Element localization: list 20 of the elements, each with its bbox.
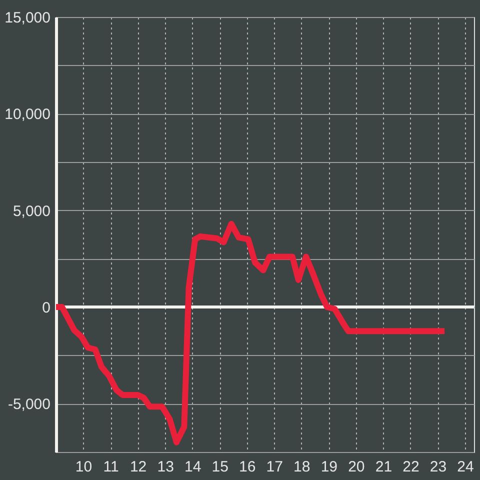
x-tick-label: 13	[157, 458, 174, 476]
x-tick-label: 14	[184, 458, 202, 476]
y-tick-label: 15,000	[4, 10, 50, 26]
x-tick-label: 17	[266, 458, 283, 476]
y-tick-label: 5,000	[12, 202, 50, 220]
x-tick-label: 12	[130, 458, 147, 476]
x-tick-label: 21	[375, 458, 392, 476]
y-tick-label: -5,000	[8, 396, 50, 414]
x-tick-label: 15	[212, 458, 228, 476]
x-tick-label: 18	[294, 458, 310, 476]
x-tick-label: 23	[430, 458, 447, 476]
x-tick-label: 22	[402, 458, 420, 476]
y-tick-label: 10,000	[4, 106, 50, 124]
x-tick-label: 20	[348, 458, 365, 476]
x-tick-label: 19	[320, 458, 338, 476]
x-tick-label: 10	[75, 458, 92, 476]
x-tick-label: 16	[239, 458, 256, 476]
x-tick-label: 24	[457, 458, 474, 476]
x-tick-label: 11	[103, 458, 119, 476]
y-tick-label: 0	[42, 300, 50, 316]
